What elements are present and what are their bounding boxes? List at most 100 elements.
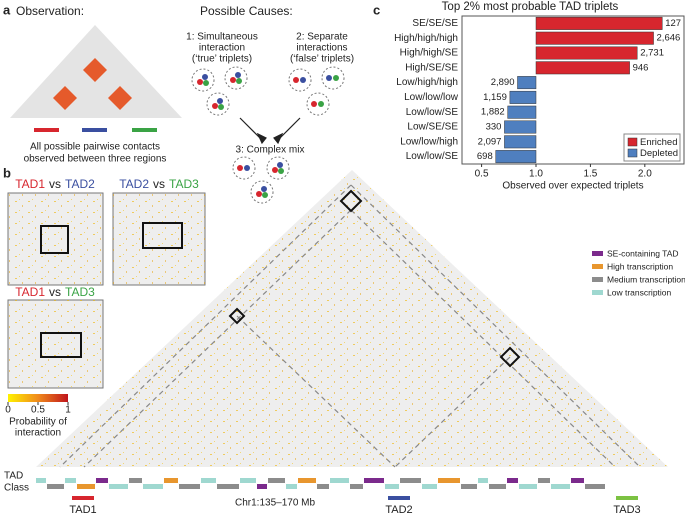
track-segment xyxy=(143,484,163,489)
track-segment xyxy=(109,484,128,489)
y-tick-label: Low/low/high xyxy=(400,136,458,147)
legend-swatch xyxy=(592,264,603,269)
region-dot xyxy=(318,101,324,107)
map-title-part: vs xyxy=(49,285,61,299)
cause-label: (‘false’ triplets) xyxy=(290,54,354,65)
bar xyxy=(517,76,537,90)
tad-marker xyxy=(72,496,94,500)
region-dot xyxy=(262,192,268,198)
bar xyxy=(504,120,537,134)
y-tick-label: Low/SE/SE xyxy=(407,122,458,133)
region-dot xyxy=(256,191,262,197)
bar-label: 698 xyxy=(477,151,493,162)
observation-title: Observation: xyxy=(16,4,84,18)
region-dot xyxy=(237,165,243,171)
track-segment xyxy=(364,478,384,483)
cause-label: 1: Simultaneous xyxy=(186,32,258,43)
track-segment xyxy=(461,484,477,489)
track-segment xyxy=(36,478,46,483)
caption: All possible pairwise contacts xyxy=(30,142,160,153)
colorbar xyxy=(8,394,68,402)
legend-swatch xyxy=(592,277,603,282)
bar xyxy=(507,105,537,119)
map-title-part: TAD1 xyxy=(15,285,45,299)
cause-label: (‘true’ triplets) xyxy=(192,54,252,65)
colorbar-tick-label: 1 xyxy=(65,405,71,416)
track-segment xyxy=(240,478,256,483)
region-dot xyxy=(278,168,284,174)
track-segment xyxy=(400,478,421,483)
region-dot xyxy=(197,79,203,85)
track-segment xyxy=(571,478,584,483)
causes-title: Possible Causes: xyxy=(200,4,293,18)
region-dot xyxy=(261,186,267,192)
track-segment xyxy=(507,478,518,483)
bar xyxy=(535,31,654,45)
triplet-circle xyxy=(250,180,274,204)
region-dot xyxy=(236,78,242,84)
tad-label: TAD1 xyxy=(69,504,96,516)
map-title-part: TAD3 xyxy=(65,285,95,299)
track-segment xyxy=(65,478,76,483)
x-axis-label: Observed over expected triplets xyxy=(502,181,643,192)
y-tick-label: Low/low/low xyxy=(404,92,459,103)
cause-label: 3: Complex mix xyxy=(236,145,305,156)
map-title-part: TAD2 xyxy=(119,177,149,191)
track-segment xyxy=(330,478,349,483)
region-bar xyxy=(34,128,59,132)
mini-heatmaps xyxy=(7,192,206,389)
track-segment xyxy=(217,484,239,489)
cause-label: interaction xyxy=(199,43,245,54)
region-dot xyxy=(311,101,317,107)
region-dot xyxy=(244,165,250,171)
contact-diamonds xyxy=(53,58,132,110)
region-dot xyxy=(202,74,208,80)
track-segment xyxy=(422,484,437,489)
map-title: TAD2 vs TAD3 xyxy=(119,177,199,191)
legend-label: Medium transcription xyxy=(607,274,685,284)
triplet-circle xyxy=(224,66,248,90)
bar xyxy=(495,150,537,164)
track-segment xyxy=(286,484,297,489)
panel-letter: b xyxy=(3,165,11,180)
tad-marker xyxy=(388,496,410,500)
region-dot xyxy=(218,104,224,110)
heatmap-triangle xyxy=(36,170,668,468)
region-dot xyxy=(333,75,339,81)
bar-label: 330 xyxy=(486,122,502,133)
y-tick-label: Low/high/high xyxy=(396,77,458,88)
track-segment xyxy=(317,484,329,489)
triplet-circle xyxy=(288,68,312,92)
bar xyxy=(535,16,663,30)
map-title-part: TAD3 xyxy=(169,177,199,191)
y-tick-label: High/high/high xyxy=(394,33,458,44)
track-segment xyxy=(129,478,142,483)
region-dot xyxy=(217,98,223,104)
track-segment xyxy=(257,484,267,489)
track-segment xyxy=(47,484,64,489)
bar-label: 2,097 xyxy=(478,136,502,147)
tad-label: TAD2 xyxy=(385,504,412,516)
axis-label: Chr1:135–170 Mb xyxy=(235,498,315,509)
track-segment xyxy=(77,484,95,489)
y-tick-label: High/SE/SE xyxy=(405,62,458,73)
triplet-circle xyxy=(306,92,330,116)
bar-label: 2,731 xyxy=(640,48,664,59)
track-segment xyxy=(551,484,570,489)
chart-title: Top 2% most probable TAD triplets xyxy=(442,1,619,13)
legend-swatch xyxy=(627,137,638,147)
tad-class-track xyxy=(36,478,605,489)
legend-label: SE-containing TAD xyxy=(607,248,679,258)
colorbar-tick-label: 0 xyxy=(5,405,11,416)
track-segment xyxy=(585,484,605,489)
legend-label: Enriched xyxy=(640,137,678,148)
track-label: Class xyxy=(4,483,29,494)
x-tick-label: 0.5 xyxy=(475,169,489,180)
caption: observed between three regions xyxy=(24,154,167,165)
x-tick-label: 2.0 xyxy=(638,169,652,180)
map-title: TAD1 vs TAD2 xyxy=(15,177,95,191)
region-bar xyxy=(82,128,107,132)
region-dot xyxy=(277,162,283,168)
bar-label: 946 xyxy=(633,62,649,73)
legend-label: Depleted xyxy=(640,148,678,159)
